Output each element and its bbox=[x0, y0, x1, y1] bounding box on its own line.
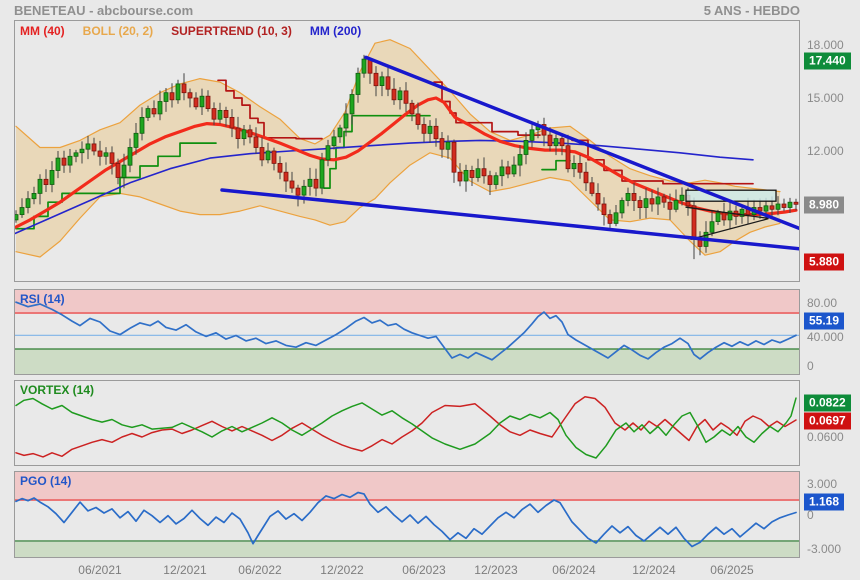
price-panel[interactable] bbox=[14, 20, 800, 282]
axis-label-pgo-15: 0 bbox=[807, 508, 814, 522]
axis-badge-price-1: 17.440 bbox=[804, 52, 851, 70]
legend-item-3[interactable]: MM (200) bbox=[309, 24, 362, 38]
date-label-0: 06/2021 bbox=[78, 563, 122, 577]
pgo-panel[interactable] bbox=[14, 471, 800, 558]
instrument-title: BENETEAU - abcbourse.com bbox=[14, 3, 194, 18]
pgo-oversold-zone bbox=[15, 542, 799, 557]
date-label-5: 12/2023 bbox=[474, 563, 518, 577]
date-label-3: 12/2022 bbox=[320, 563, 364, 577]
axis-badge-price-5: 5.880 bbox=[804, 253, 845, 271]
axis-label-rsi-9: 0 bbox=[807, 359, 814, 373]
axis-label-price-0: 18.000 bbox=[807, 38, 844, 52]
axis-badge-pgo-14: 1.168 bbox=[804, 493, 845, 511]
axis-label-pgo-16: -3.000 bbox=[807, 542, 842, 556]
date-label-4: 06/2023 bbox=[402, 563, 446, 577]
axis-label-price-2: 15.000 bbox=[807, 91, 844, 105]
rsi-overbought-zone bbox=[15, 290, 799, 314]
date-label-1: 12/2021 bbox=[163, 563, 207, 577]
rsi-oversold-zone bbox=[15, 349, 799, 374]
axis-label-vortex-12: 0.0600 bbox=[807, 430, 844, 444]
axis-badge-rsi-7: 55.19 bbox=[804, 312, 845, 330]
axis-label-pgo-13: 3.000 bbox=[807, 477, 838, 491]
axis-badge-vortex-10: 0.0822 bbox=[804, 394, 851, 412]
pgo-overbought-zone bbox=[15, 472, 799, 501]
axis-badge-vortex-11: 0.0697 bbox=[804, 412, 851, 430]
axis-label-price-3: 12.000 bbox=[807, 144, 844, 158]
axis-label-rsi-6: 80.00 bbox=[807, 296, 838, 310]
axis-badge-price-4: 8.980 bbox=[804, 196, 845, 214]
date-label-7: 12/2024 bbox=[632, 563, 676, 577]
date-label-6: 06/2024 bbox=[552, 563, 596, 577]
timeframe-label: 5 ANS - HEBDO bbox=[703, 3, 800, 18]
legend-item-1[interactable]: BOLL (20, 2) bbox=[82, 24, 154, 38]
vortex-label: VORTEX (14) bbox=[20, 383, 95, 397]
indicator-legend: MM (40) BOLL (20, 2) SUPERTREND (10, 3) MM … bbox=[20, 24, 361, 38]
axis-label-rsi-8: 40.000 bbox=[807, 330, 844, 344]
vortex-panel[interactable] bbox=[14, 380, 800, 466]
pgo-label: PGO (14) bbox=[20, 474, 72, 488]
legend-item-0[interactable]: MM (40) bbox=[20, 24, 65, 38]
legend-item-2[interactable]: SUPERTREND (10, 3) bbox=[171, 24, 292, 38]
date-label-2: 06/2022 bbox=[238, 563, 282, 577]
rsi-label: RSI (14) bbox=[20, 292, 65, 306]
rsi-panel[interactable] bbox=[14, 289, 800, 375]
date-label-8: 06/2025 bbox=[710, 563, 754, 577]
